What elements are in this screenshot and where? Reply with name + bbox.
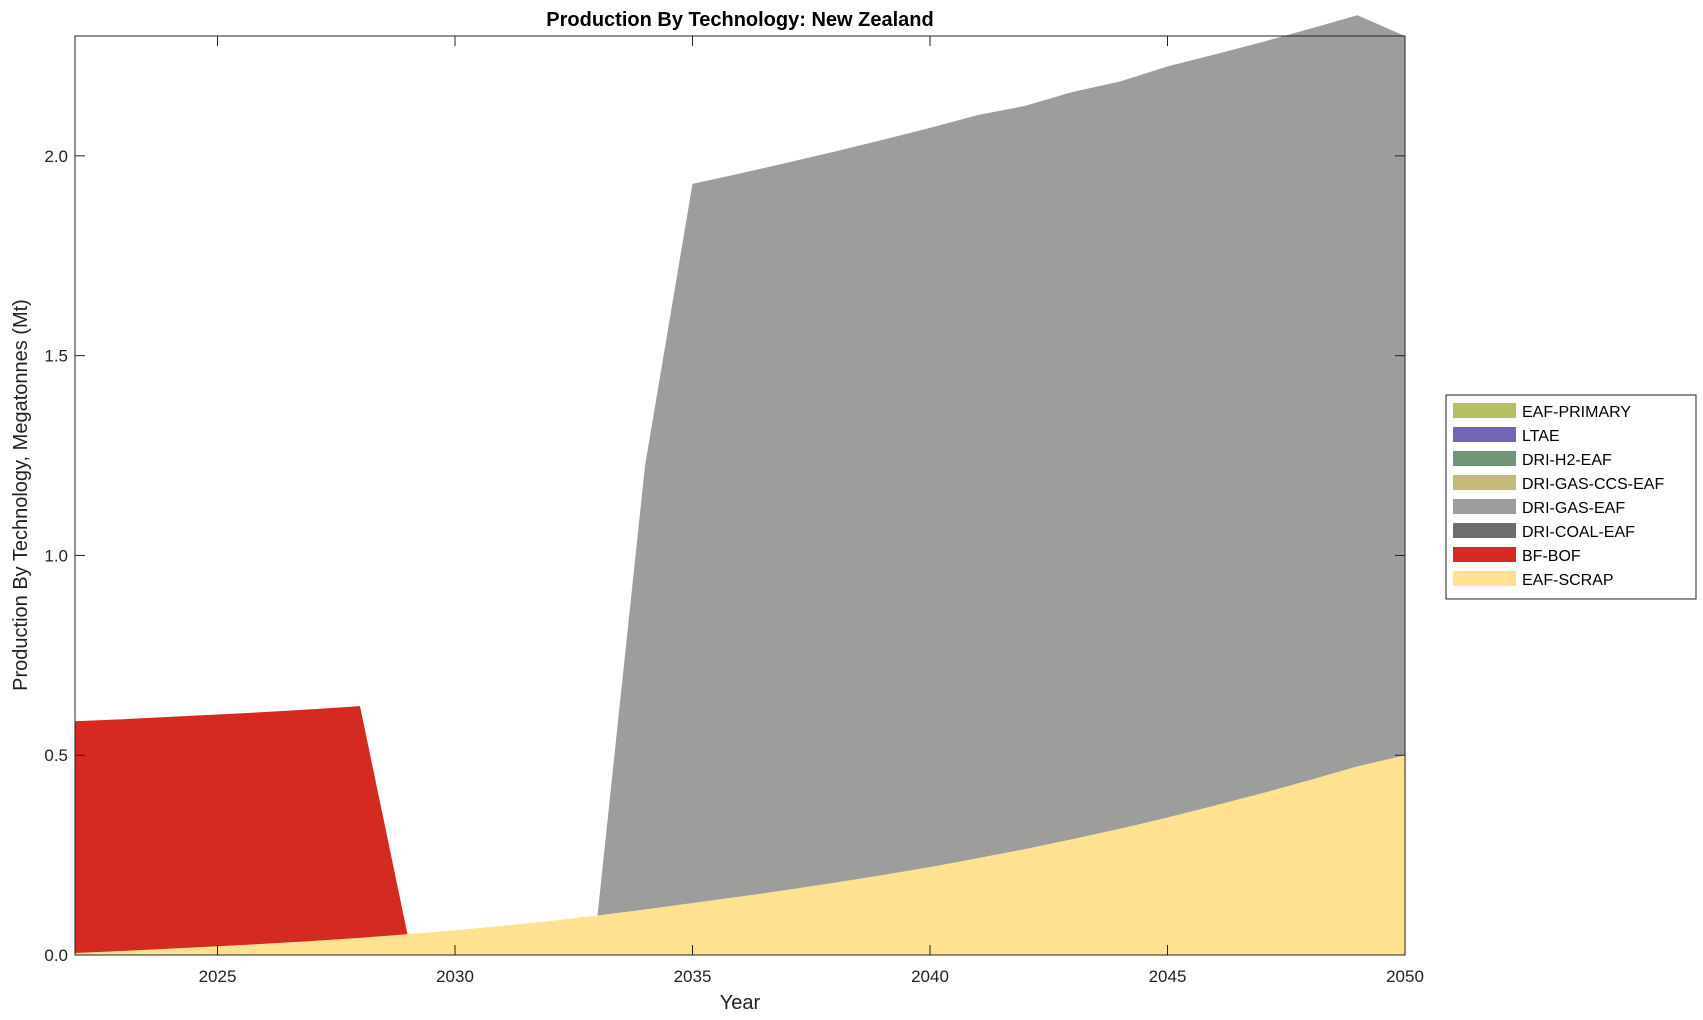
legend-label-bf-bof: BF-BOF [1522, 548, 1581, 565]
legend-swatch-ltae [1453, 427, 1516, 442]
y-tick-label: 2.0 [44, 147, 68, 166]
x-axis-label: Year [720, 992, 761, 1014]
legend-label-eaf-primary: EAF-PRIMARY [1522, 404, 1631, 421]
x-tick-label: 2030 [436, 967, 474, 986]
plot-area [75, 15, 1405, 955]
x-tick-label: 2035 [674, 967, 712, 986]
y-axis: 0.0 0.5 1.0 1.5 2.0 [44, 147, 1405, 965]
legend: EAF-PRIMARY LTAE DRI-H2-EAF DRI-GAS-CCS-EAF… [1445, 394, 1697, 600]
y-axis-label: Production By Technology, Megatonnes (Mt… [10, 299, 32, 691]
area-dri-gas-eaf [75, 15, 1405, 935]
legend-label-dri-gas-ccs-eaf: DRI-GAS-CCS-EAF [1522, 476, 1664, 493]
legend-swatch-eaf-primary [1453, 403, 1516, 418]
area-eaf-scrap [75, 755, 1405, 955]
legend-swatch-eaf-scrap [1453, 571, 1516, 586]
x-tick-label: 2025 [199, 967, 237, 986]
axes-box [74, 35, 1406, 956]
legend-label-dri-h2-eaf: DRI-H2-EAF [1522, 452, 1612, 469]
legend-box [1445, 394, 1697, 600]
legend-swatch-dri-coal-eaf [1453, 523, 1516, 538]
legend-label-ltae: LTAE [1522, 428, 1560, 445]
legend-label-dri-gas-eaf: DRI-GAS-EAF [1522, 500, 1625, 517]
area-bf-bof [75, 706, 1405, 953]
legend-label-dri-coal-eaf: DRI-COAL-EAF [1522, 524, 1635, 541]
legend-label-eaf-scrap: EAF-SCRAP [1522, 572, 1614, 589]
legend-swatch-dri-gas-eaf [1453, 499, 1516, 514]
legend-swatch-bf-bof [1453, 547, 1516, 562]
chart-title: Production By Technology: New Zealand [546, 9, 933, 31]
legend-swatch-dri-gas-ccs-eaf [1453, 475, 1516, 490]
x-tick-label: 2050 [1386, 967, 1424, 986]
y-tick-label: 1.0 [44, 546, 68, 565]
x-tick-label: 2040 [911, 967, 949, 986]
y-tick-label: 1.5 [44, 347, 68, 366]
x-tick-label: 2045 [1149, 967, 1187, 986]
legend-swatch-dri-h2-eaf [1453, 451, 1516, 466]
y-tick-label: 0.5 [44, 746, 68, 765]
y-tick-label: 0.0 [44, 946, 68, 965]
x-axis: 2025 2030 2035 2040 2045 2050 [199, 36, 1424, 986]
